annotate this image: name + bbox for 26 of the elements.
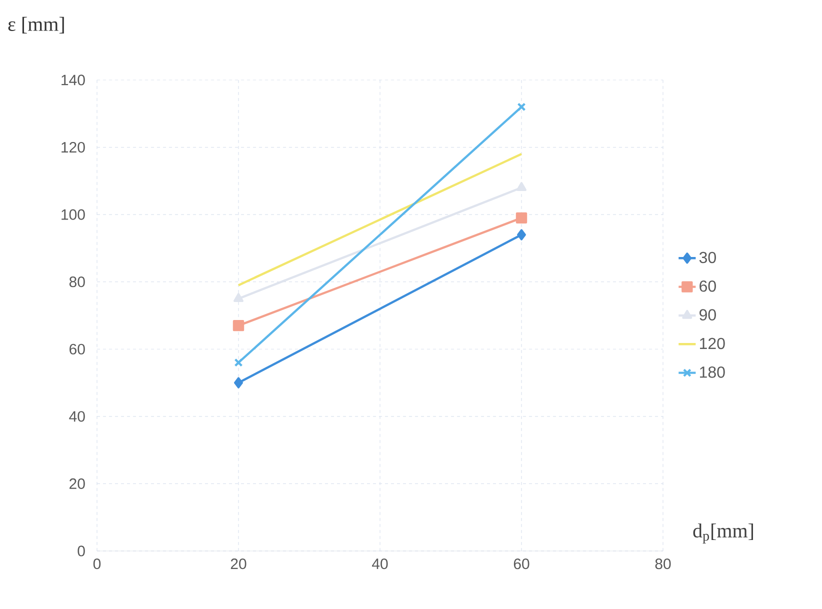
y-tick-label: 100 (62, 209, 85, 220)
y-tick-label: 0 (78, 546, 85, 556)
y-tick-label: 80 (69, 276, 85, 288)
y-axis-title: ε [mm] (8, 16, 64, 34)
y-tick-label: 40 (69, 411, 85, 422)
x-tick-label: 60 (514, 558, 530, 570)
point (234, 377, 243, 388)
x-axis-title: d$_{p}$[mm] (693, 523, 753, 544)
y-tick-label: 20 (70, 478, 85, 490)
legend-label: 90 (700, 309, 716, 320)
point (517, 229, 526, 240)
y-tick-label: 60 (70, 344, 85, 354)
point (234, 358, 243, 367)
legend-label: 180 (700, 366, 725, 378)
x-tick-label: 20 (230, 558, 246, 570)
y-tick-label: 140 (62, 74, 85, 86)
x-tick-label: 0 (93, 558, 101, 570)
point (517, 102, 526, 112)
x-tick-label: 80 (655, 558, 671, 570)
y-tick-label: 120 (62, 142, 85, 153)
legend-label: 120 (700, 338, 725, 350)
point (232, 320, 244, 332)
legend-label: 30 (699, 252, 716, 264)
x-tick-label: 40 (372, 558, 388, 570)
point (516, 212, 528, 224)
legend-label: 60 (700, 280, 716, 292)
